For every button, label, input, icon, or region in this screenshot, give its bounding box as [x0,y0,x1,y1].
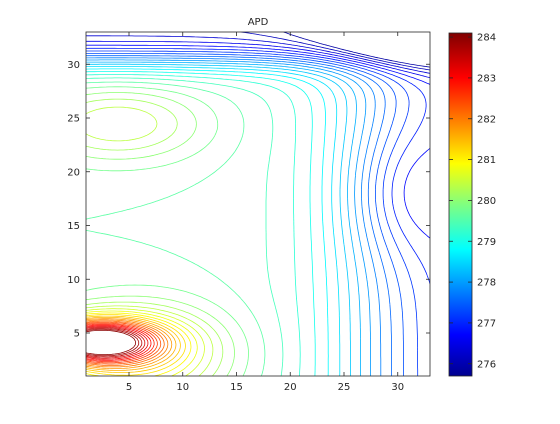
y-tick-label: 15 [67,221,80,232]
x-tick-label: 5 [126,382,132,393]
contour-line [240,32,430,71]
colorbar-ticks: 276 277 278 279 280 281 282 283 284 [449,33,496,370]
contour-line [86,324,152,361]
contour-line [86,323,155,362]
contour-line [86,74,301,376]
colorbar-tick-label: 284 [477,33,496,44]
y-tick-label: 5 [74,329,80,340]
contour-line [86,57,382,376]
contour-line [86,55,392,376]
contour-line [283,32,430,68]
contour-line [86,40,430,78]
contour-lines [86,32,430,376]
contour-line [86,317,177,371]
y-axis: 5 10 15 20 25 30 [67,60,430,340]
y-tick-label: 10 [67,275,80,286]
colorbar-tick-label: 277 [477,318,496,329]
colorbar-tick-label: 281 [477,155,496,166]
contour-line [86,106,214,376]
y-tick-label: 25 [67,114,80,125]
contour-line [86,81,266,376]
contour-line [86,98,224,376]
contour-line [86,312,192,376]
contour-line [86,66,341,376]
contour-line [86,321,162,365]
contour-line [86,77,284,376]
colorbar-tick-label: 276 [477,359,496,370]
contour-line [86,328,140,357]
contour-line [86,318,173,369]
contour-line [86,63,351,376]
contour-line [86,68,329,376]
contour-line [86,50,419,376]
x-tick-label: 30 [391,382,404,393]
contour-line [86,61,361,376]
contour-line [86,44,430,239]
contour-line [86,71,316,376]
contour-line [86,326,146,359]
contour-line [86,320,165,366]
plot-frame [85,31,431,377]
colorbar-tick-label: 282 [477,114,496,125]
contour-line [86,86,249,376]
x-axis: 5 10 15 20 25 30 [126,32,404,393]
contour-line [86,53,404,376]
contour-line [86,35,430,74]
contour-line [86,322,158,364]
colorbar-tick-label: 283 [477,73,496,84]
x-tick-label: 20 [284,382,297,393]
contour-line [86,327,143,358]
y-tick-label: 20 [67,167,80,178]
colorbar [448,32,473,377]
contour-line [86,315,181,373]
x-tick-label: 25 [338,382,351,393]
contour-line [86,59,371,376]
contour-line [86,314,186,376]
contour-line [86,319,169,368]
x-tick-label: 10 [176,382,189,393]
x-tick-label: 15 [230,382,243,393]
colorbar-tick-label: 280 [477,196,496,207]
colorbar-tick-label: 278 [477,278,496,289]
colorbar-tick-label: 279 [477,237,496,248]
y-tick-label: 30 [67,60,80,71]
contour-line [86,329,136,356]
chart-title: APD [248,17,269,28]
contour-line [86,92,235,376]
